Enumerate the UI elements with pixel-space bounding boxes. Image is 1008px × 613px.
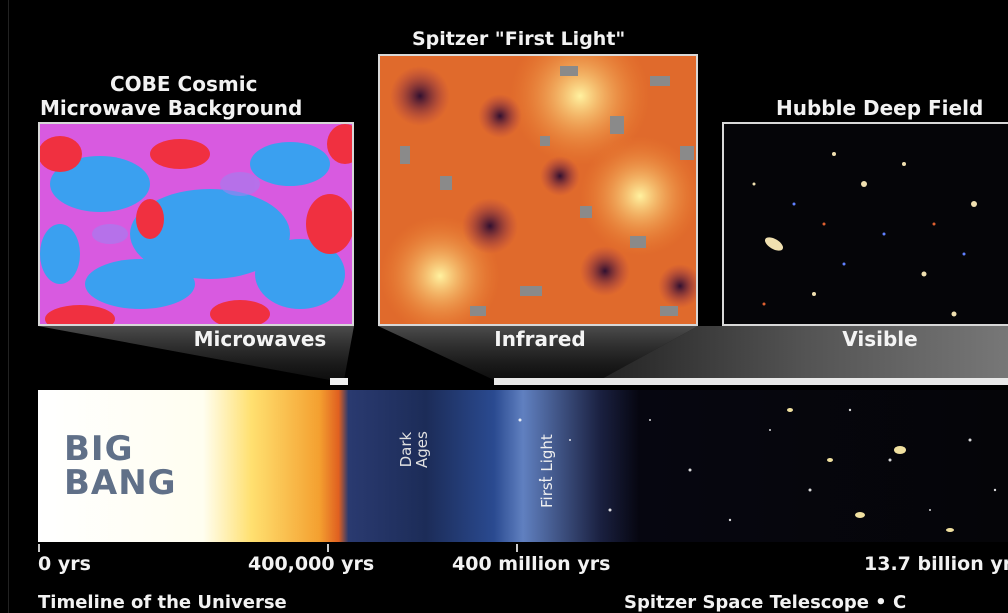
- visible-label: Visible: [842, 327, 918, 351]
- footer-left-caption: Timeline of the Universe: [38, 592, 287, 613]
- left-border-line: [8, 0, 9, 613]
- dark-ages-line1: Dark: [397, 431, 415, 468]
- spitzer-title: Spitzer "First Light": [412, 28, 626, 50]
- tick-mark-400m: [516, 544, 518, 552]
- cobe-title-line2: Microwave Background: [40, 96, 303, 120]
- tick-mark-400k: [327, 544, 329, 552]
- infrared-label: Infrared: [494, 327, 586, 351]
- hubble-galaxies: [752, 152, 977, 317]
- cobe-projection: [38, 326, 354, 380]
- hubble-deep-field-image: [722, 122, 1008, 326]
- hubble-title: Hubble Deep Field: [776, 96, 984, 120]
- first-light-label: First Light: [538, 434, 556, 508]
- microwave-band-marker: [330, 378, 348, 385]
- tick-mark-0: [38, 544, 40, 552]
- universe-timeline-strip: [38, 390, 1008, 542]
- hubble-projection: [600, 326, 1008, 380]
- spitzer-infrared-map: [378, 54, 698, 326]
- cobe-title-line1: COBE Cosmic: [110, 72, 258, 96]
- big-bang-label: BIG BANG: [64, 432, 177, 500]
- cobe-noise-pattern: [40, 124, 352, 324]
- tick-label-13-7b-clip: 13.7 billion yrs: [864, 553, 1008, 575]
- spitzer-noise-pattern: [380, 56, 696, 324]
- infrared-visible-band-marker: [494, 378, 1008, 385]
- tick-label-0: 0 yrs: [38, 553, 91, 575]
- timeline-star-field: [518, 408, 997, 532]
- cobe-microwave-map: [38, 122, 354, 326]
- big-bang-line1: BIG: [64, 429, 134, 469]
- microwaves-label: Microwaves: [193, 327, 327, 351]
- dark-ages-label: Dark Ages: [397, 431, 431, 468]
- big-bang-line2: BANG: [64, 463, 177, 503]
- tick-label-13-7b: 13.7 billion yrs: [864, 553, 1008, 575]
- spitzer-projection: [378, 326, 698, 380]
- tick-label-400k: 400,000 yrs: [248, 553, 375, 575]
- dark-ages-line2: Ages: [413, 431, 431, 468]
- tick-label-400m: 400 million yrs: [452, 553, 611, 575]
- footer-right-caption: Spitzer Space Telescope • C: [624, 592, 907, 613]
- footer-right-clip: Spitzer Space Telescope • C: [624, 592, 1008, 613]
